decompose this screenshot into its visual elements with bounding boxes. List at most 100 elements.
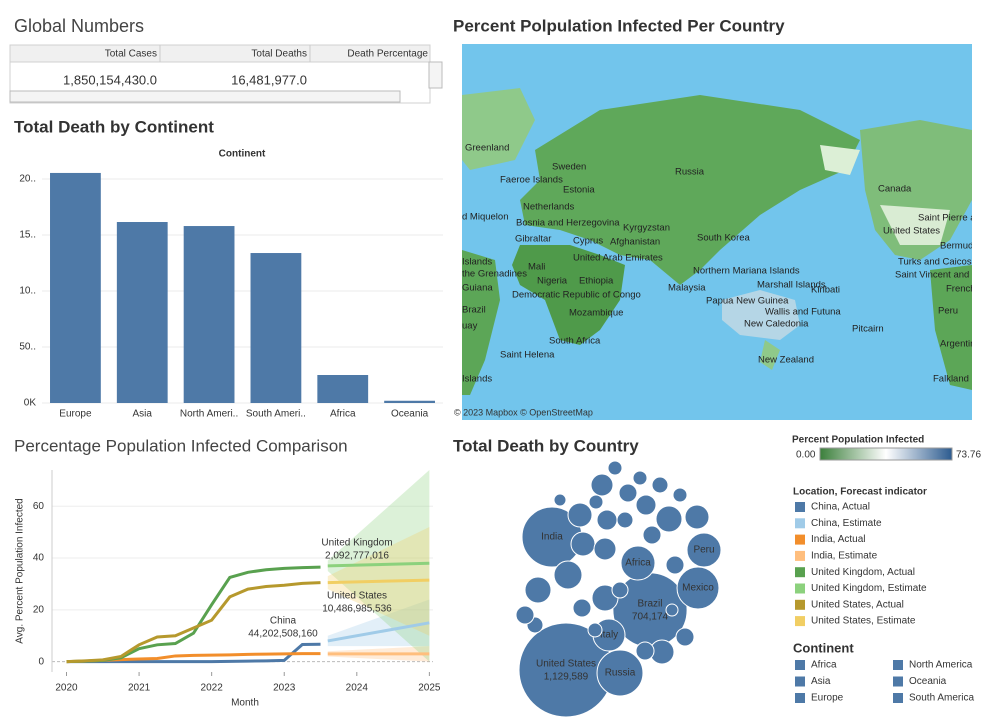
- country-label: Islands: [462, 257, 492, 268]
- country-label: Sweden: [552, 162, 586, 173]
- line: [327, 561, 430, 568]
- legend-label: Africa: [811, 660, 837, 671]
- line: [66, 565, 321, 664]
- annotation: 2,092,777,016: [325, 551, 389, 562]
- bubble-label: Mexico: [682, 583, 714, 594]
- line: [66, 581, 321, 664]
- line: [66, 642, 321, 664]
- legend-swatch: [795, 502, 805, 512]
- y-tick-label: 40: [33, 553, 45, 564]
- y-tick-label: 0: [38, 656, 44, 667]
- bubble: [675, 627, 695, 647]
- country-label: Peru: [938, 306, 958, 317]
- legend-label: United Kingdom, Estimate: [811, 583, 927, 594]
- legend-swatch: [795, 660, 805, 670]
- legend-label: United Kingdom, Actual: [811, 567, 915, 578]
- country-label: Papua New Guinea: [706, 296, 789, 307]
- country-label: Estonia: [563, 185, 595, 196]
- country-label: Russia: [675, 167, 705, 178]
- land: [930, 265, 972, 390]
- bubble: [553, 493, 567, 507]
- x-tick-label: Oceania: [391, 409, 429, 420]
- legend-label: Europe: [811, 693, 844, 704]
- x-tick-label: Africa: [330, 409, 356, 420]
- chart-title: Percentage Population Infected Compariso…: [14, 436, 348, 455]
- country-label: Islands: [462, 374, 492, 385]
- country-label: New Zealand: [758, 355, 814, 366]
- table-cell: 16,481,977.0: [231, 72, 307, 87]
- bubble: [620, 545, 656, 581]
- map-labels: Greenland Russia Sweden Faeroe IslandsEston…: [462, 143, 980, 385]
- country-label: Afghanistan: [610, 237, 660, 248]
- legend-label: United States, Estimate: [811, 616, 916, 627]
- bubble: [567, 502, 593, 528]
- country-label: the Grenadines: [462, 269, 527, 280]
- legend-label: South America: [909, 693, 974, 704]
- x-axis-title: Continent: [219, 149, 266, 160]
- country-label: Guiana: [462, 283, 493, 294]
- bubble: [684, 504, 710, 530]
- country-label: Nigeria: [537, 276, 568, 287]
- bubble: [588, 494, 604, 510]
- y-tick-label: 20: [33, 604, 45, 615]
- x-tick-label: 2021: [128, 683, 151, 694]
- y-tick-label: 10..: [19, 286, 36, 297]
- table-header: [9, 44, 431, 63]
- country-label: Saint Pierre a: [918, 213, 976, 224]
- table-title: Global Numbers: [14, 16, 144, 36]
- table-header-cell: Total Cases: [105, 49, 157, 60]
- bar: [183, 226, 235, 403]
- legend-label: India, Actual: [811, 534, 865, 545]
- x-axis-title: Month: [231, 698, 259, 709]
- land: [880, 205, 950, 245]
- country-label: Greenland: [465, 143, 509, 154]
- country-label: United States: [883, 226, 940, 237]
- legend-label: India, Estimate: [811, 551, 878, 562]
- y-tick-label: 0K: [24, 398, 37, 409]
- country-label: uay: [462, 321, 478, 332]
- x-tick-label: 2024: [346, 683, 369, 694]
- land: [462, 250, 500, 395]
- country-label: Pitcairn: [852, 324, 884, 335]
- map-attribution: © 2023 Mapbox © OpenStreetMap: [454, 407, 593, 417]
- country-label: Bosnia and Herzegovina: [516, 218, 620, 229]
- y-tick-label: 60: [33, 501, 45, 512]
- country-label: Mali: [528, 262, 545, 273]
- country-label: Wallis and Futuna: [765, 307, 841, 318]
- country-label: Turks and Caicos I: [898, 257, 977, 268]
- legend-label: Oceania: [909, 676, 947, 687]
- bubble: [590, 473, 614, 497]
- bubble: [672, 487, 688, 503]
- bubble: [635, 494, 657, 516]
- forecast-band: [327, 599, 430, 647]
- annotation: United States: [327, 591, 387, 602]
- bar: [384, 400, 435, 403]
- legend-swatch: [795, 567, 805, 578]
- bubble: [607, 460, 623, 476]
- scrollbar[interactable]: [9, 90, 401, 103]
- bar: [50, 172, 101, 403]
- country-label: Canada: [878, 184, 912, 195]
- table-header-cell: Death Percentage: [347, 49, 428, 60]
- bubble: [635, 641, 655, 661]
- country-label: Malaysia: [668, 283, 706, 294]
- map[interactable]: [462, 44, 972, 420]
- legend-swatch: [795, 550, 805, 561]
- country-label: Argentin: [940, 339, 975, 350]
- country-label: Brazil: [462, 305, 486, 316]
- country-label: Mozambique: [569, 308, 623, 319]
- x-tick-label: 2025: [418, 683, 441, 694]
- land: [820, 145, 860, 175]
- legend-title: Percent Population Infected: [792, 435, 924, 446]
- scrollbar[interactable]: [428, 61, 443, 89]
- bubble: [665, 555, 685, 575]
- country-label: Saint Vincent and th: [895, 270, 980, 281]
- bubble: [553, 560, 583, 590]
- x-tick-label: Asia: [133, 409, 153, 420]
- x-tick-label: 2023: [273, 683, 296, 694]
- bubble-value: 704,174: [632, 612, 669, 623]
- color-scale-label: 73.76: [956, 450, 981, 461]
- bubble-label: Brazil: [637, 599, 662, 610]
- country-label: d Miquelon: [462, 212, 508, 223]
